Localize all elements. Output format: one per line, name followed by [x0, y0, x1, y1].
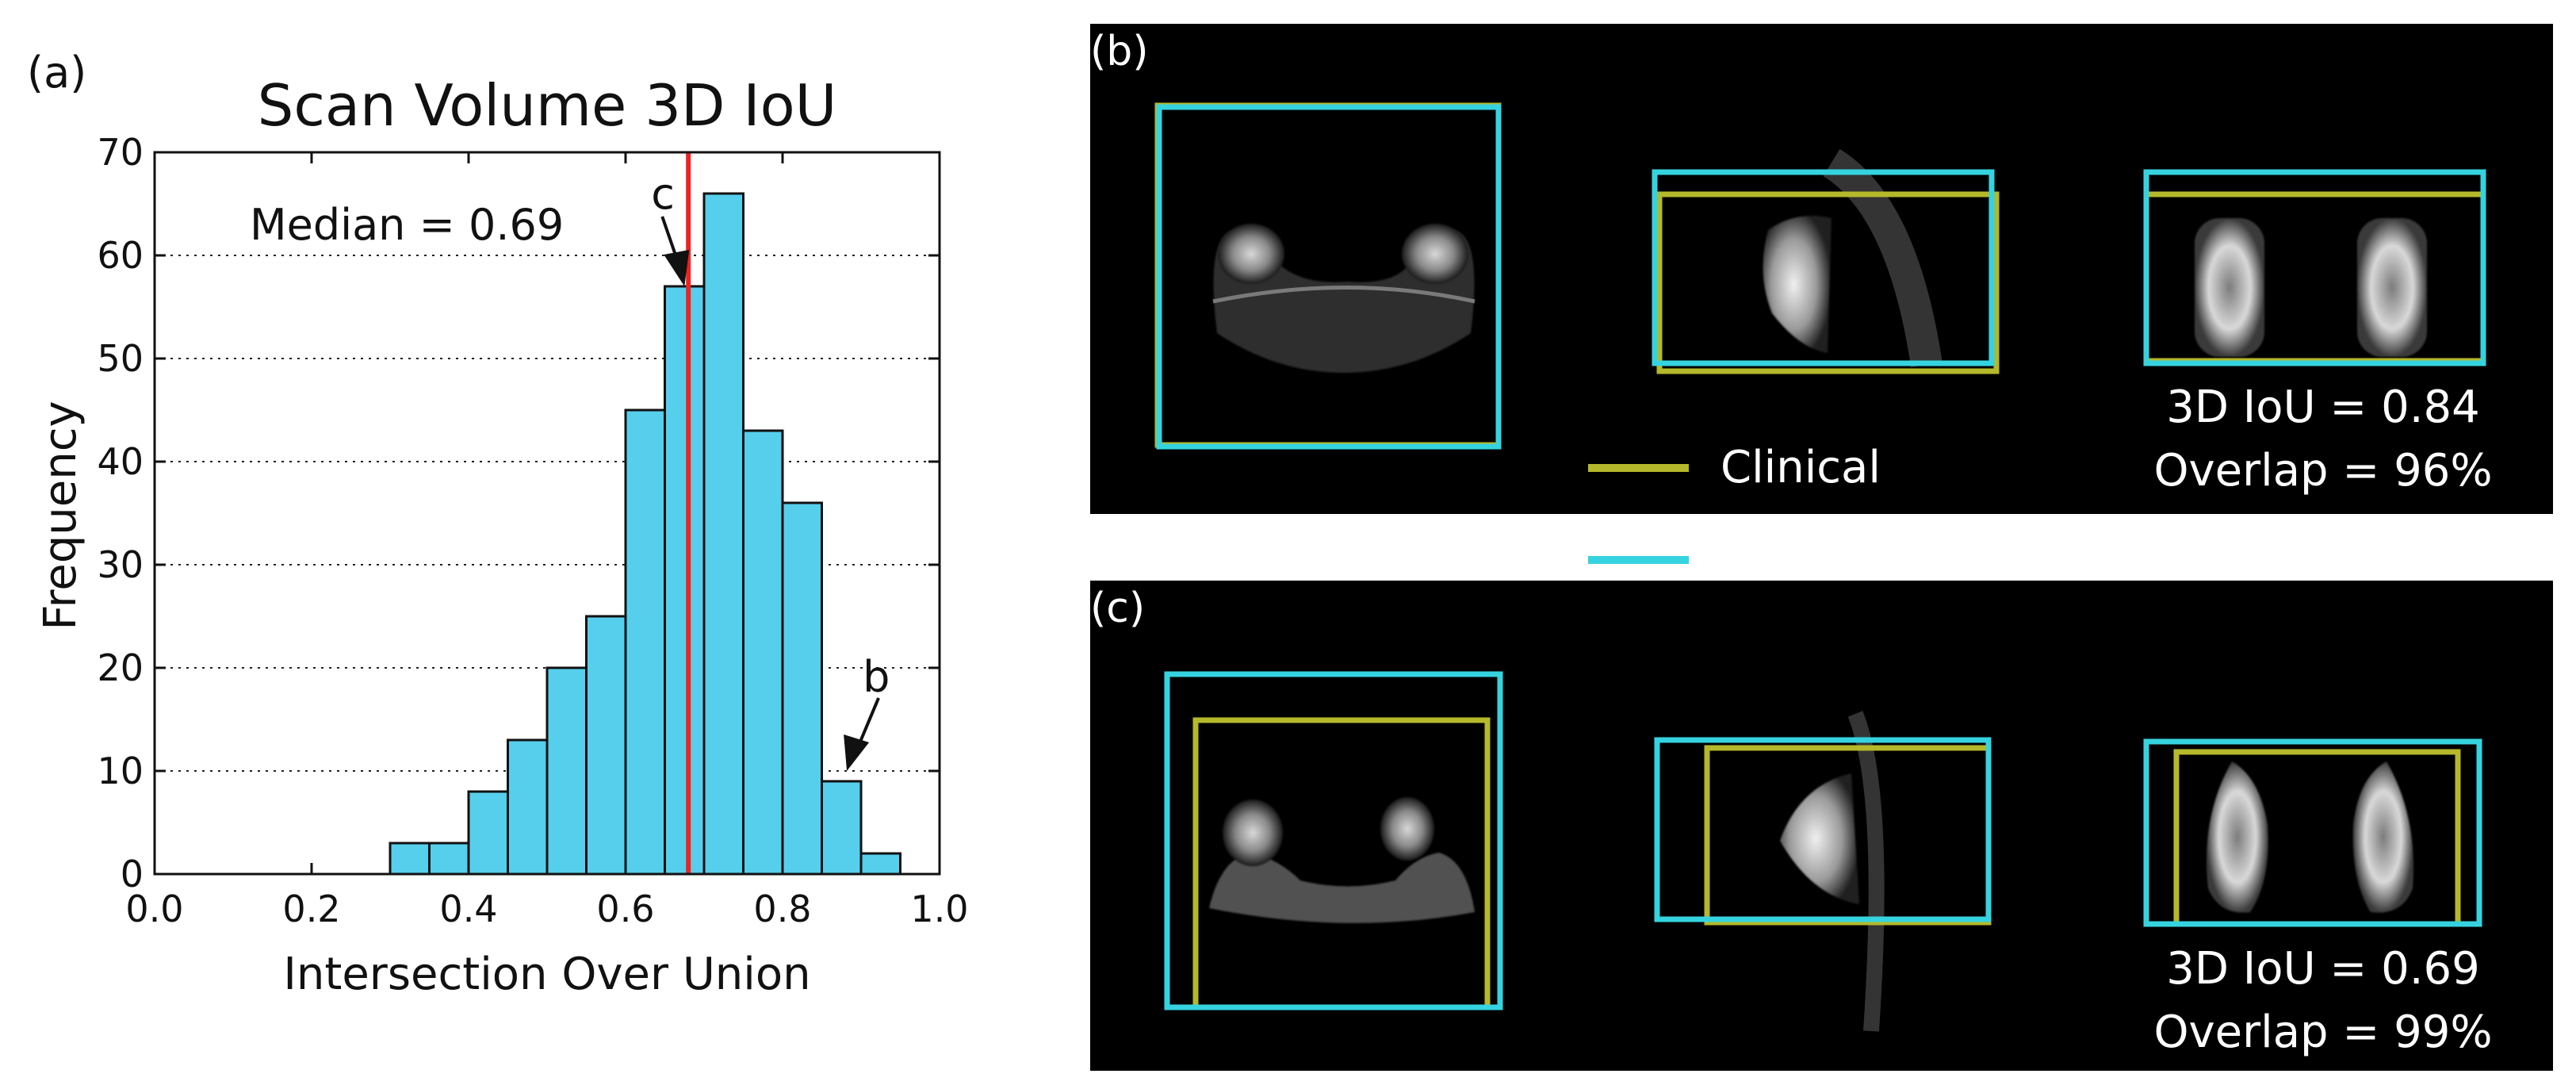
- annotation-c-label: c: [651, 169, 675, 219]
- annotation-b-arrow-head: [844, 734, 870, 771]
- x-axis-label: Intersection Over Union: [283, 949, 810, 1000]
- histogram-bar-2: [467, 790, 509, 876]
- histogram-bar-3: [507, 738, 549, 876]
- panel-label-c: (c): [1090, 585, 1145, 632]
- y-tick-label: 30: [97, 543, 144, 586]
- y-tick-label: 40: [97, 440, 144, 483]
- legend-predicted-label: Model-Predicted: [1721, 535, 2078, 586]
- panel-label-b: (b): [1090, 28, 1149, 75]
- legend-bottom: [1558, 581, 2105, 591]
- y-tick-label: 60: [97, 234, 144, 277]
- y-tick-label: 20: [97, 646, 144, 689]
- y-tick-label: 10: [97, 750, 144, 792]
- annotation-b-arrow-shaft: [856, 697, 880, 748]
- histogram-bar-11: [821, 780, 863, 876]
- predicted-box: [2143, 738, 2482, 927]
- iou-text-b: 3D IoU = 0.84: [2166, 382, 2480, 433]
- annotation-b-label: b: [863, 652, 890, 702]
- predicted-box: [1652, 169, 1995, 366]
- x-tick-label: 0.4: [439, 888, 497, 930]
- axes-frame: [153, 151, 941, 876]
- histogram-bar-9: [742, 429, 784, 876]
- y-tick-label: 70: [97, 131, 144, 174]
- annotation-c-arrow-head: [664, 250, 690, 286]
- chart-title: Scan Volume 3D IoU: [258, 72, 837, 139]
- coronal-mri-image: [2207, 761, 2414, 913]
- x-tick-label: 0.6: [596, 888, 654, 930]
- histogram-bar-6: [624, 408, 666, 876]
- predicted-box: [1156, 104, 1502, 450]
- histogram-bar-5: [585, 615, 627, 876]
- predicted-box: [1164, 671, 1503, 1010]
- x-tick-label: 0.2: [282, 888, 340, 930]
- predicted-box: [1654, 737, 1992, 922]
- histogram-bar-0: [389, 842, 431, 876]
- x-tick-label: 1.0: [910, 888, 968, 930]
- histogram-bar-8: [702, 192, 744, 876]
- x-axis-ticks: 0.0 0.2 0.4 0.6 0.8 1.0: [125, 152, 969, 930]
- legend-gap: [1558, 514, 2105, 581]
- axial-mri-image: [1212, 224, 1476, 373]
- histogram-bar-7: [664, 285, 706, 876]
- mri-panel-c: (c) 3D IoU = 0.69 Overlap = 99%: [1090, 581, 2553, 1071]
- histogram-bar-10: [781, 501, 823, 876]
- predicted-box: [2143, 169, 2486, 366]
- median-label: Median = 0.69: [250, 200, 564, 250]
- iou-text-c: 3D IoU = 0.69: [2166, 943, 2480, 995]
- histogram-bar-1: [428, 842, 470, 876]
- annotations: cb: [651, 169, 890, 771]
- histogram-bar-12: [859, 852, 901, 876]
- histogram-bars: [389, 192, 901, 876]
- overlap-text-b: Overlap = 96%: [2153, 445, 2492, 497]
- sagittal-mri-image: [1763, 148, 1943, 367]
- coronal-mri-image: [2195, 218, 2427, 357]
- y-tick-label: 0: [121, 853, 144, 895]
- legend-clinical-label: Clinical: [1721, 442, 1881, 493]
- histogram-panel: (a) Scan Volume 3D IoU 0.0 0.2 0.4 0.6 0.8 1.…: [27, 48, 969, 1000]
- y-tick-label: 50: [97, 337, 144, 380]
- legend: Clinical Model-Predicted: [1558, 420, 2105, 591]
- axial-mri-image: [1209, 797, 1475, 923]
- panel-label-a: (a): [27, 48, 86, 98]
- x-tick-label: 0.0: [125, 888, 183, 930]
- x-tick-label: 0.8: [753, 888, 811, 930]
- y-axis-ticks: 0 10 20 30 40 50 60 70: [97, 131, 940, 895]
- clinical-box: [1656, 191, 2000, 374]
- histogram-bar-4: [545, 666, 588, 876]
- y-axis-label: Frequency: [35, 401, 86, 630]
- overlap-text-c: Overlap = 99%: [2153, 1007, 2492, 1058]
